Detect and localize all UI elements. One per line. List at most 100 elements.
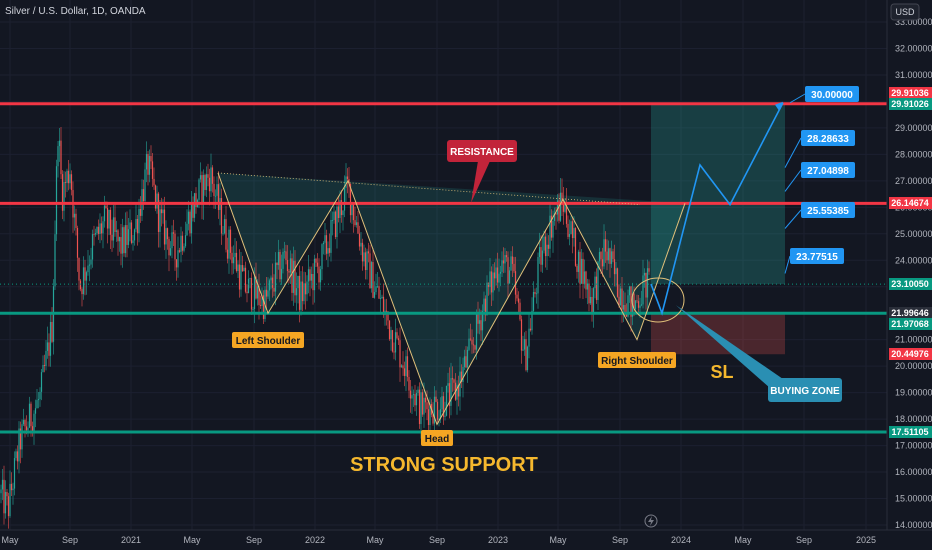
candle-body	[645, 272, 647, 298]
y-tick-label: 31.00000	[895, 70, 932, 80]
projection-arrowhead	[775, 101, 783, 111]
candle-body	[540, 247, 542, 265]
candle-body	[622, 305, 625, 310]
candle-body	[99, 223, 101, 235]
candle-body	[477, 312, 479, 324]
candle-body	[133, 229, 136, 241]
candle-body	[307, 269, 310, 282]
candle-body	[181, 235, 184, 251]
x-tick-label: Sep	[612, 535, 628, 545]
candle-body	[505, 255, 508, 258]
candle-body	[411, 395, 413, 399]
candle-body	[490, 271, 493, 293]
candle-body	[228, 229, 230, 259]
candle-body	[553, 213, 556, 221]
candle-body	[186, 223, 188, 236]
candle-body	[523, 339, 526, 350]
candle-body	[376, 286, 379, 288]
candle-body	[594, 276, 596, 289]
candle-body	[253, 276, 256, 310]
candle-body	[369, 253, 371, 289]
candle-body	[607, 248, 610, 261]
candle-body	[121, 227, 124, 254]
candle-body	[423, 397, 425, 415]
candle-body	[561, 192, 563, 202]
candle-body	[58, 140, 61, 147]
price-tag-label: 17.51105	[891, 427, 928, 437]
target-connector	[784, 209, 802, 229]
candle-body	[277, 252, 280, 266]
candle-body	[123, 227, 125, 254]
candle-body	[148, 156, 151, 175]
candle-body	[25, 426, 28, 431]
candle-body	[363, 252, 365, 262]
candle-body	[348, 179, 350, 184]
candle-body	[336, 206, 338, 238]
price-tag-label: 20.44976	[891, 349, 929, 359]
candle-body	[232, 257, 235, 264]
candle-body	[619, 288, 622, 306]
candle-body	[33, 413, 35, 433]
chart-title: Silver / U.S. Dollar, 1D, OANDA	[5, 6, 146, 17]
candle-body	[271, 277, 274, 288]
candle-body	[273, 287, 275, 292]
candle-body	[529, 328, 532, 331]
candle-body	[604, 239, 607, 252]
candle-body	[160, 209, 163, 214]
candle-body	[639, 305, 641, 308]
candle-body	[319, 269, 322, 283]
candle-body	[408, 377, 410, 391]
currency-label: USD	[895, 7, 915, 17]
candle-body	[235, 252, 238, 272]
candle-body	[441, 396, 443, 410]
candle-body	[592, 288, 595, 314]
candle-body	[543, 236, 545, 251]
lightning-icon[interactable]	[644, 514, 658, 528]
x-tick-label: May	[734, 535, 752, 545]
candle-body	[498, 273, 500, 283]
candle-body	[438, 418, 440, 420]
candle-body	[453, 379, 455, 383]
candle-body	[180, 235, 182, 252]
candle-body	[370, 262, 373, 289]
price-tag-label: 26.14674	[891, 198, 929, 208]
candle-body	[283, 251, 286, 253]
candle-body	[292, 260, 295, 293]
candle-body	[139, 208, 142, 216]
candle-body	[207, 174, 209, 178]
candle-body	[40, 372, 43, 392]
candle-body	[298, 275, 301, 310]
candle-body	[231, 252, 233, 264]
price-tag	[889, 318, 932, 330]
candle-body	[39, 391, 41, 400]
candle-body	[135, 218, 137, 230]
candle-body	[538, 247, 541, 258]
candle-body	[474, 345, 476, 350]
candle-body	[12, 488, 14, 491]
target-box	[801, 202, 855, 218]
buying-zone-pointer	[676, 305, 783, 388]
candle-body	[483, 298, 485, 311]
candle-body	[183, 246, 185, 251]
candle-body	[187, 211, 190, 224]
candle-body	[286, 260, 289, 272]
candle-body	[136, 218, 139, 234]
candle-body	[328, 248, 331, 253]
candle-body	[414, 394, 416, 406]
candle-body	[76, 227, 79, 258]
candle-body	[487, 282, 490, 287]
candle-body	[327, 248, 329, 254]
candle-body	[225, 219, 227, 250]
left-shoulder-label: Left Shoulder	[236, 336, 301, 347]
buying-zone-circle	[631, 277, 685, 323]
x-tick-label: Sep	[429, 535, 445, 545]
candle-body	[184, 235, 187, 247]
candle-body	[555, 213, 557, 215]
currency-button[interactable]: USD	[890, 3, 920, 21]
x-axis-ticks[interactable]: May Sep 2021 May Sep 2022 May Sep 2023 May Sep 2024…	[1, 535, 876, 545]
candle-body	[309, 269, 311, 281]
candle-body	[291, 258, 293, 293]
candle-body	[546, 244, 548, 257]
candle-body	[403, 368, 406, 376]
